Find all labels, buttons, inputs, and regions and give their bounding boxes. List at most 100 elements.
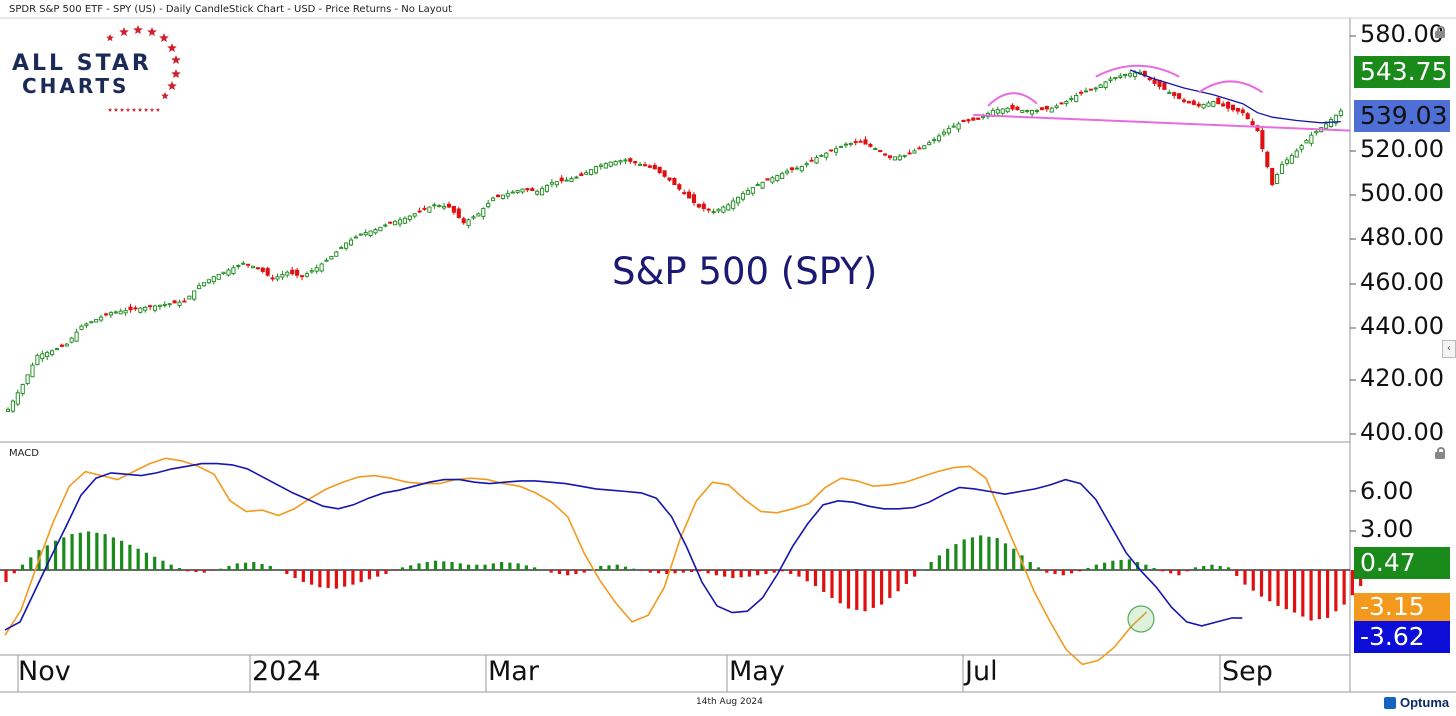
candle-body: [221, 271, 226, 275]
macd-histogram-bar: [458, 563, 462, 570]
candle-body: [873, 148, 878, 151]
macd-histogram-bar: [95, 532, 99, 570]
candle-body: [5, 408, 11, 413]
price-tick-label: 500.00: [1360, 179, 1444, 207]
candle-body: [1196, 103, 1201, 107]
candle-body: [848, 142, 853, 145]
logo-star-icon: [167, 81, 177, 90]
candle-body: [760, 181, 765, 189]
candle-body: [192, 290, 197, 300]
candle-body: [344, 242, 349, 249]
macd-histogram-bar: [120, 540, 124, 570]
macd-histogram-bar: [970, 537, 975, 570]
moving-average-line: [1129, 69, 1341, 124]
candle-body: [1191, 100, 1196, 105]
macd-histogram-bar: [838, 570, 842, 604]
macd-histogram-bar: [962, 539, 966, 570]
macd-histogram-bar: [731, 570, 735, 578]
candle-body: [892, 156, 897, 161]
macd-histogram-bar: [855, 570, 859, 610]
candle-body: [35, 354, 40, 366]
candle-body: [652, 164, 657, 170]
candle-body: [838, 145, 844, 148]
candle-body: [314, 267, 319, 272]
candle-body: [1201, 103, 1206, 109]
candle-body: [432, 204, 437, 207]
candle-body: [1147, 77, 1152, 81]
macd-histogram-bar: [1185, 570, 1189, 572]
candle-body: [275, 276, 280, 280]
candle-body: [917, 147, 922, 150]
macd-histogram-bar: [53, 540, 58, 570]
candle-body: [1098, 84, 1103, 88]
candle-body: [201, 282, 207, 287]
lock-icon[interactable]: [1434, 26, 1446, 38]
macd-histogram-bar: [136, 548, 140, 570]
macd-histogram-bar: [1094, 564, 1098, 570]
macd-histogram-bar: [665, 570, 669, 574]
macd-histogram-bar: [1317, 570, 1321, 620]
lock-icon[interactable]: [1434, 447, 1446, 459]
macd-histogram-bar: [896, 570, 900, 592]
candle-body: [765, 178, 770, 181]
candle-body: [642, 164, 648, 167]
candle-body: [491, 197, 496, 202]
macd-histogram-bar: [334, 570, 338, 589]
macd-histogram-bar: [929, 562, 933, 570]
macd-histogram-bar: [1036, 567, 1041, 570]
macd-histogram-bar: [243, 562, 248, 570]
candle-body: [79, 325, 84, 330]
macd-histogram-bar: [1028, 562, 1032, 570]
candle-body: [691, 194, 697, 204]
macd-histogram-bar: [343, 570, 347, 587]
macd-histogram-bar: [863, 570, 867, 612]
candle-body: [912, 150, 917, 154]
candle-body: [1235, 107, 1240, 112]
candle-body: [584, 172, 589, 175]
candle-body: [618, 160, 623, 163]
candle-body: [682, 192, 687, 195]
candle-body: [476, 213, 481, 217]
macd-histogram-bar: [161, 560, 165, 570]
candle-body: [1245, 113, 1250, 120]
candle-body: [1103, 81, 1108, 89]
candle-body: [716, 208, 721, 212]
macd-histogram-bar: [1292, 570, 1297, 613]
candle-body: [280, 274, 285, 278]
chevron-left-icon[interactable]: ‹: [1442, 340, 1456, 358]
candle-body: [54, 348, 60, 351]
candle-body: [608, 161, 613, 167]
macd-histogram-bar: [516, 563, 520, 570]
candle-body: [59, 344, 64, 347]
candle-body: [1314, 130, 1319, 134]
candle-body: [1304, 139, 1309, 144]
candle-body: [731, 200, 736, 209]
candle-body: [1123, 74, 1128, 76]
macd-histogram-bar: [590, 569, 595, 571]
macd-histogram-bar: [615, 564, 619, 570]
macd-histogram-bar: [979, 535, 983, 570]
logo-star-icon: [147, 27, 157, 36]
candle-body: [1299, 145, 1304, 150]
candle-body: [187, 295, 192, 300]
candle-body: [936, 135, 942, 142]
candle-body: [946, 127, 951, 134]
logo-star-icon: [106, 34, 114, 42]
macd-histogram-bar: [813, 570, 818, 586]
optuma-brand-text: Optuma: [1400, 695, 1450, 710]
candle-body: [1279, 163, 1285, 174]
candle-body: [927, 142, 932, 146]
macd-histogram-bar: [1259, 570, 1264, 597]
price-tick-label: 580.00: [1360, 20, 1444, 48]
logo-star-icon: [125, 107, 131, 112]
candle-body: [1275, 174, 1280, 184]
candle-body: [422, 207, 427, 210]
candle-body: [1079, 91, 1084, 94]
macd-histogram-bar: [310, 570, 314, 585]
candle-body: [794, 167, 799, 170]
candle-body: [549, 181, 554, 185]
candle-body: [290, 269, 295, 275]
macd-histogram-bar: [1177, 570, 1181, 576]
candle-body: [1324, 123, 1329, 129]
candle-body: [216, 274, 221, 280]
